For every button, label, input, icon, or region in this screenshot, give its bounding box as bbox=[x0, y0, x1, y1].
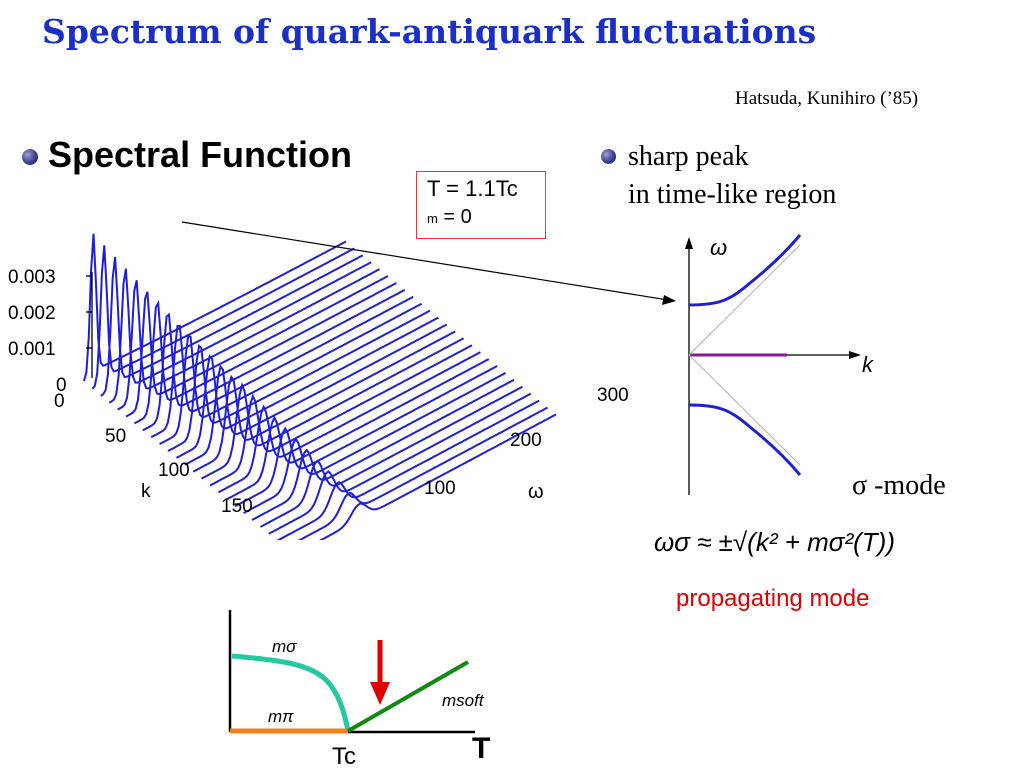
bullet-icon bbox=[601, 149, 616, 164]
t-axis-label: T bbox=[472, 732, 490, 765]
omega-axis-label: ω bbox=[528, 481, 544, 503]
spectral-curve bbox=[209, 344, 473, 487]
k-axis-label: k bbox=[141, 481, 151, 502]
sigma-mode-label: σ -mode bbox=[852, 470, 946, 501]
light-cone-upper bbox=[688, 244, 801, 356]
peak-line-2: in time-like region bbox=[628, 179, 837, 210]
citation: Hatsuda, Kunihiro (’85) bbox=[735, 88, 919, 109]
k-tick-label: 150 bbox=[221, 496, 253, 517]
k-tick-label: 0 bbox=[54, 391, 65, 412]
spectral-curve bbox=[192, 330, 456, 473]
spectral-curve bbox=[297, 406, 549, 540]
omega-tick-label: 200 bbox=[510, 430, 542, 451]
spectral-curve bbox=[217, 351, 481, 494]
m-sigma-curve bbox=[231, 653, 351, 732]
m-sigma-label: mσ bbox=[272, 637, 297, 656]
k-tick-label: 50 bbox=[105, 426, 126, 447]
m-soft-curve bbox=[347, 660, 469, 733]
upper-sigma-branch bbox=[688, 234, 802, 307]
spectral-curve bbox=[175, 316, 439, 459]
spectral-curve bbox=[226, 358, 490, 501]
k-axis-arrowhead bbox=[849, 351, 861, 359]
formula-text: ωσ ≈ ±√(k² + mσ²(T)) bbox=[654, 527, 895, 557]
spectral-curve bbox=[243, 372, 507, 514]
spectral-curve bbox=[234, 365, 498, 508]
spectral-curve bbox=[268, 392, 532, 535]
spectral-curve bbox=[108, 261, 372, 404]
spectral-function-3d-plot: 0.003 0.002 0.001 0 0 50 100 150 k 100 2… bbox=[8, 233, 629, 540]
light-cone-lower bbox=[688, 354, 801, 466]
waterfall-curves bbox=[83, 233, 557, 540]
spectral-curve bbox=[259, 385, 523, 528]
mass-temperature-plot: mσ mπ msoft Tc T bbox=[228, 610, 490, 768]
spectral-curve bbox=[150, 295, 414, 439]
omega-tick-label: 300 bbox=[597, 385, 629, 406]
section-heading: Spectral Function bbox=[48, 134, 353, 175]
z-tick-label: 0.002 bbox=[8, 303, 56, 324]
dispersion-formula: ωσ ≈ ±√(k² + mσ²(T)) bbox=[654, 527, 895, 557]
k-label: k bbox=[862, 352, 874, 377]
mass-symbol: m bbox=[427, 211, 438, 226]
omega-label: ω bbox=[710, 235, 727, 260]
spectral-curve bbox=[167, 309, 431, 452]
spectral-curve bbox=[276, 399, 540, 540]
z-tick-label: 0.001 bbox=[8, 339, 56, 360]
temperature-label: T = 1.1Tc bbox=[427, 176, 518, 201]
spectral-curve bbox=[251, 378, 515, 521]
lower-sigma-branch bbox=[688, 403, 802, 476]
tc-label: Tc bbox=[332, 743, 356, 768]
spectral-curve bbox=[319, 413, 557, 540]
m-pi-label: mπ bbox=[268, 707, 294, 726]
z-tick-label: 0.003 bbox=[8, 267, 56, 288]
omega-axis-arrowhead bbox=[685, 237, 693, 249]
red-arrow-icon bbox=[370, 682, 390, 705]
z-tick-label: 0 bbox=[56, 375, 67, 396]
peak-line-1: sharp peak bbox=[628, 141, 749, 172]
m-soft-label: msoft bbox=[442, 691, 485, 710]
page-title: Spectrum of quark-antiquark fluctuations bbox=[42, 12, 817, 51]
bullet-icon bbox=[22, 149, 38, 165]
spectral-curve bbox=[201, 337, 465, 480]
peak-description: sharp peak in time-like region bbox=[628, 138, 836, 214]
k-tick-label: 100 bbox=[158, 460, 190, 481]
dispersion-plot: ω k bbox=[685, 234, 874, 495]
spectral-curve bbox=[133, 282, 397, 425]
omega-tick-label: 100 bbox=[424, 478, 456, 499]
spectral-curve bbox=[184, 323, 448, 466]
propagating-mode-label: propagating mode bbox=[676, 585, 870, 612]
